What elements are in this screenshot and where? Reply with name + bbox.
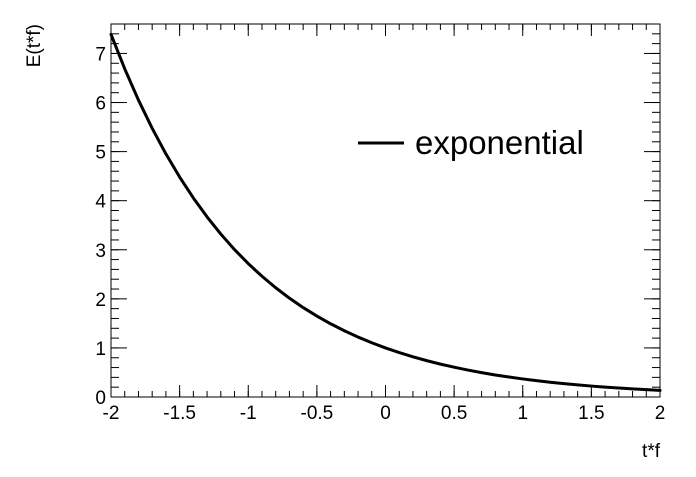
data-point bbox=[329, 322, 332, 325]
y-tick-label: 4 bbox=[95, 192, 106, 213]
y-tick-label: 6 bbox=[95, 94, 106, 115]
data-point bbox=[466, 369, 469, 372]
data-point bbox=[357, 336, 360, 339]
x-axis-title: t*f bbox=[642, 441, 661, 462]
x-tick-label: 1.5 bbox=[578, 403, 604, 424]
x-tick-label: -2 bbox=[103, 403, 120, 424]
data-point bbox=[206, 215, 209, 218]
data-point bbox=[411, 355, 414, 358]
labels-layer: -2 -1.5 -1 -0.5 0 0.5 1 1.5 2 0 1 2 3 4 5 6 7 bbox=[95, 44, 665, 424]
x-tick-label: -1.5 bbox=[163, 403, 196, 424]
data-point bbox=[315, 315, 318, 318]
y-tick-label: 2 bbox=[95, 290, 106, 311]
data-point bbox=[521, 377, 524, 380]
x-tick-label: 0 bbox=[380, 403, 391, 424]
data-point bbox=[274, 286, 277, 289]
legend: exponential bbox=[358, 124, 584, 161]
y-tick-label: 0 bbox=[95, 388, 106, 409]
data-point bbox=[192, 196, 195, 199]
data-point bbox=[164, 152, 167, 155]
data-point bbox=[617, 387, 620, 390]
ticks-layer bbox=[110, 23, 661, 398]
data-point bbox=[260, 275, 263, 278]
x-tick-label: 1 bbox=[517, 403, 528, 424]
data-point bbox=[370, 341, 373, 344]
data-point bbox=[233, 248, 236, 251]
data-point bbox=[398, 351, 401, 354]
data-point bbox=[508, 376, 511, 379]
data-point bbox=[178, 176, 181, 179]
plot-frame bbox=[110, 23, 661, 398]
x-tick-label: -0.5 bbox=[301, 403, 334, 424]
x-tick-label: 2 bbox=[655, 403, 666, 424]
data-point bbox=[480, 371, 483, 374]
data-point bbox=[343, 329, 346, 332]
data-point bbox=[384, 346, 387, 349]
data-point bbox=[137, 99, 140, 102]
data-point bbox=[151, 127, 154, 130]
y-tick-label: 7 bbox=[95, 44, 106, 65]
data-point bbox=[576, 383, 579, 386]
x-tick-label: -1 bbox=[240, 403, 257, 424]
data-point bbox=[219, 233, 222, 236]
data-point bbox=[123, 67, 126, 70]
x-tick-label: 0.5 bbox=[441, 403, 467, 424]
y-axis-title: E(t*f) bbox=[24, 24, 45, 67]
data-point bbox=[549, 381, 552, 384]
data-point bbox=[425, 359, 428, 362]
y-tick-label: 1 bbox=[95, 339, 106, 360]
data-point bbox=[302, 306, 305, 309]
data-point bbox=[631, 387, 634, 390]
data-point bbox=[535, 379, 538, 382]
data-point bbox=[590, 385, 593, 388]
legend-label-exponential: exponential bbox=[415, 124, 584, 161]
data-point bbox=[453, 366, 456, 369]
data-point bbox=[645, 388, 648, 391]
y-tick-label: 5 bbox=[95, 143, 106, 164]
data-point bbox=[604, 386, 607, 389]
y-tick-label: 3 bbox=[95, 241, 106, 262]
data-point bbox=[247, 262, 250, 265]
data-point bbox=[288, 297, 291, 300]
data-point bbox=[439, 363, 442, 366]
series-line-exponential bbox=[109, 32, 662, 392]
series-layer bbox=[109, 32, 662, 392]
data-point bbox=[494, 373, 497, 376]
data-point bbox=[562, 382, 565, 385]
